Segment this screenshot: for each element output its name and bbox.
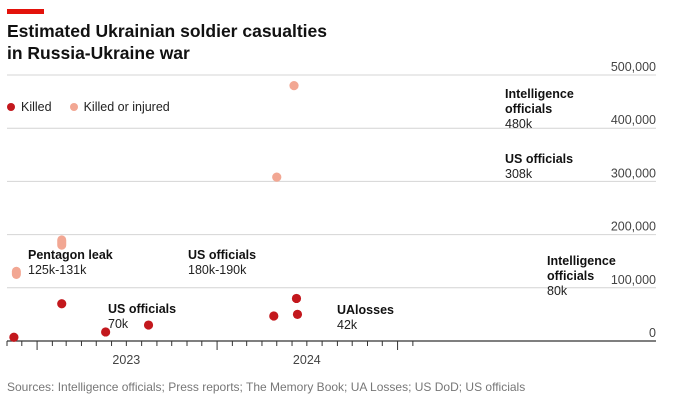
- annotation-label: UAlosses: [337, 303, 394, 317]
- legend-label-killed-or-injured: Killed or injured: [83, 100, 170, 114]
- killed-or-injured-point: [289, 81, 299, 91]
- annotation-label: officials: [547, 269, 594, 283]
- y-tick-label: 200,000: [611, 220, 656, 234]
- annotation-label: US officials: [505, 152, 573, 166]
- source-note: Sources: Intelligence officials; Press r…: [7, 380, 526, 394]
- annotation-value: 480k: [505, 117, 533, 131]
- annotation-label: US officials: [108, 302, 176, 316]
- annotation-value: 70k: [108, 317, 129, 331]
- legend-item-killed: Killed: [7, 100, 52, 114]
- title-line-2: in Russia-Ukraine war: [7, 43, 190, 63]
- legend-label-killed: Killed: [21, 100, 52, 114]
- y-tick-label: 0: [649, 326, 656, 340]
- chart-title: Estimated Ukrainian soldier casualties i…: [7, 20, 427, 64]
- annotation-value: 42k: [337, 318, 358, 332]
- killed-point: [269, 311, 279, 321]
- annotation-label: Intelligence: [505, 87, 574, 101]
- annotation-value: 80k: [547, 284, 568, 298]
- legend-swatch-killed: [7, 103, 15, 111]
- y-tick-label: 300,000: [611, 166, 656, 180]
- killed-point: [143, 320, 154, 330]
- title-line-1: Estimated Ukrainian soldier casualties: [7, 21, 327, 41]
- x-tick-label: 2024: [293, 353, 321, 367]
- annotation-label: Pentagon leak: [28, 248, 113, 262]
- annotation-label: US officials: [188, 248, 256, 262]
- y-tick-label: 500,000: [611, 60, 656, 74]
- killed-point: [291, 293, 302, 304]
- legend-swatch-killed-or-injured: [69, 103, 78, 111]
- killed-point: [9, 332, 19, 342]
- killed-point: [101, 327, 111, 337]
- killed-or-injured-point: [272, 172, 282, 182]
- annotation-label: Intelligence: [547, 254, 616, 268]
- killed-point: [57, 299, 67, 309]
- y-tick-label: 100,000: [611, 273, 656, 287]
- accent-bar: [7, 9, 44, 14]
- annotation-label: officials: [505, 102, 552, 116]
- annotation-value: 308k: [505, 167, 533, 181]
- legend-item-killed-or-injured: Killed or injured: [69, 100, 170, 114]
- annotation-value: 180k-190k: [188, 263, 247, 277]
- x-tick-label: 2023: [112, 353, 140, 367]
- legend: Killed Killed or injured: [7, 100, 188, 114]
- annotation-value: 125k-131k: [28, 263, 87, 277]
- y-tick-label: 400,000: [611, 113, 656, 127]
- killed-point: [292, 309, 303, 319]
